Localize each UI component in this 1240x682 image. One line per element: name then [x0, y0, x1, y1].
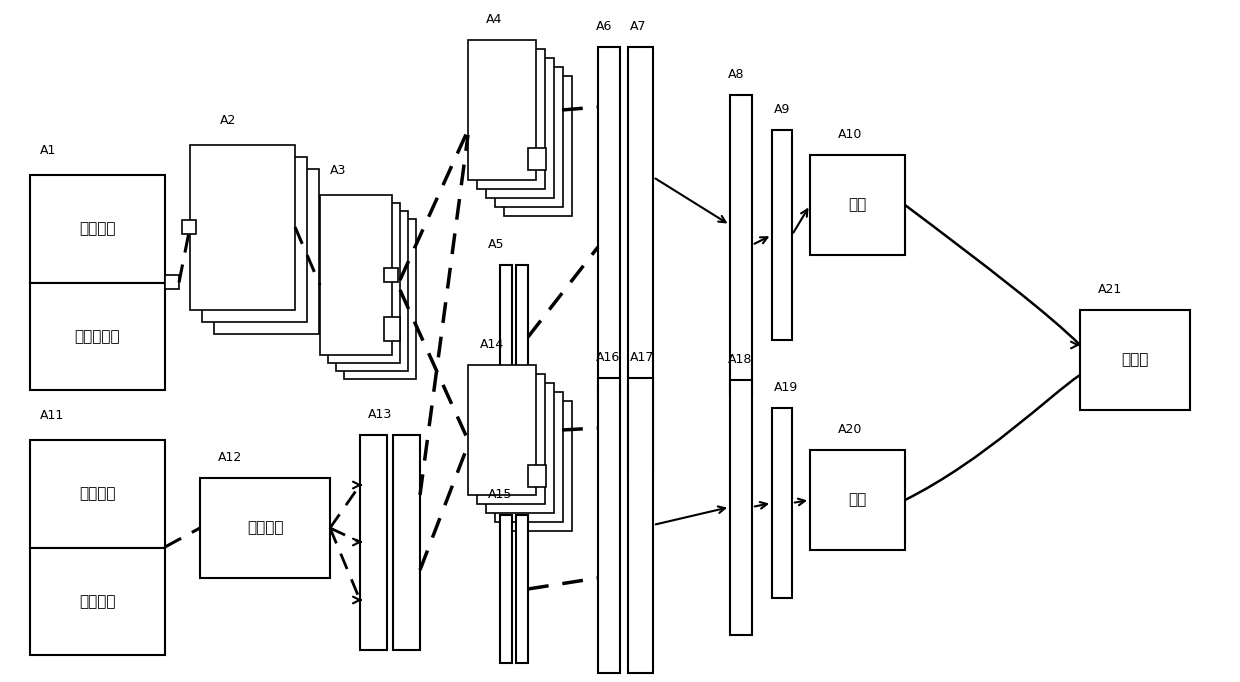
Bar	[477, 374, 546, 504]
Text: A3: A3	[330, 164, 346, 177]
Bar	[384, 317, 401, 341]
Text: A12: A12	[218, 451, 242, 464]
Bar	[730, 380, 751, 635]
Bar	[30, 175, 165, 282]
Bar	[486, 58, 554, 198]
Text: 向量特征: 向量特征	[247, 520, 283, 535]
Bar	[810, 155, 905, 255]
Text: A14: A14	[480, 338, 505, 351]
Text: A13: A13	[368, 408, 392, 421]
Bar	[200, 478, 330, 578]
Bar	[516, 515, 528, 663]
Bar	[486, 383, 554, 513]
Text: A16: A16	[596, 351, 620, 364]
Text: A20: A20	[838, 423, 862, 436]
Bar	[384, 268, 398, 282]
Bar	[1080, 310, 1190, 410]
Bar	[503, 401, 572, 531]
Text: A18: A18	[728, 353, 753, 366]
Bar	[329, 203, 401, 363]
Bar	[730, 95, 751, 395]
Text: A17: A17	[630, 351, 655, 364]
Text: A19: A19	[774, 381, 799, 394]
Bar	[165, 274, 179, 288]
Text: A6: A6	[596, 20, 613, 33]
Text: 微操作: 微操作	[1121, 353, 1148, 368]
Bar	[500, 265, 512, 410]
Bar	[467, 40, 536, 180]
Text: 小地图信息: 小地图信息	[74, 329, 120, 344]
Text: A21: A21	[1097, 283, 1122, 296]
Text: A9: A9	[774, 103, 790, 116]
Bar	[773, 130, 792, 340]
Bar	[202, 157, 308, 322]
Bar	[467, 365, 536, 495]
Bar	[516, 265, 528, 410]
Bar	[528, 148, 546, 170]
Text: 标签: 标签	[848, 198, 867, 213]
Text: 属性信息: 属性信息	[79, 486, 115, 501]
Text: A11: A11	[40, 409, 64, 422]
Bar	[343, 219, 415, 379]
Bar	[503, 76, 572, 216]
Text: A2: A2	[219, 114, 237, 127]
Bar	[320, 195, 392, 355]
Bar	[30, 282, 165, 390]
Bar	[627, 47, 653, 477]
Bar	[393, 435, 420, 650]
Text: A7: A7	[630, 20, 646, 33]
Bar	[190, 145, 295, 310]
Bar	[30, 548, 165, 655]
Bar	[30, 440, 165, 548]
Bar	[477, 49, 546, 189]
Text: A10: A10	[838, 128, 862, 141]
Text: A1: A1	[40, 144, 56, 157]
Bar	[598, 378, 620, 673]
Text: 全局信息: 全局信息	[79, 594, 115, 609]
Bar	[528, 465, 546, 487]
Bar	[360, 435, 387, 650]
Text: A15: A15	[489, 488, 512, 501]
Bar	[182, 220, 196, 234]
Text: 标签: 标签	[848, 492, 867, 507]
Text: 地图信息: 地图信息	[79, 221, 115, 236]
Bar	[598, 47, 620, 397]
Bar	[810, 450, 905, 550]
Bar	[500, 515, 512, 663]
Bar	[627, 378, 653, 673]
Bar	[495, 392, 563, 522]
Bar	[495, 67, 563, 207]
Bar	[215, 169, 319, 334]
Text: A8: A8	[728, 68, 744, 81]
Bar	[336, 211, 408, 371]
Bar	[773, 408, 792, 598]
Text: A5: A5	[489, 238, 505, 251]
Text: A4: A4	[486, 13, 502, 26]
